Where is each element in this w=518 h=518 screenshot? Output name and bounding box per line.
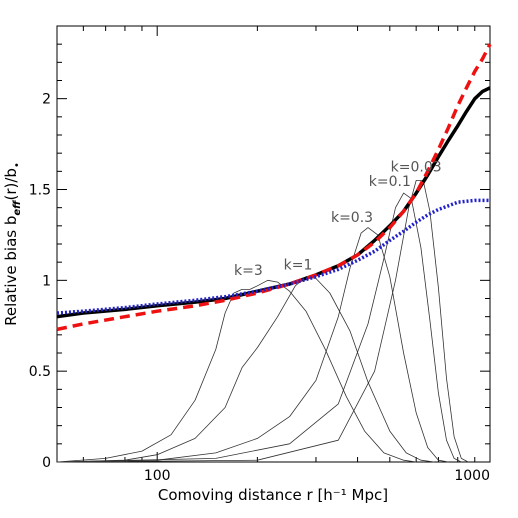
bias-curve-dotted [56, 198, 490, 315]
curve-label: k=3 [234, 263, 263, 279]
axis-ticks: 0 0.5 1 1.5 2 100 1000 [29, 25, 491, 484]
y-tick-label: 0 [42, 455, 51, 471]
y-axis-title-main: Relative bias b [2, 216, 20, 326]
y-axis-title-tail: (r)/b [2, 168, 20, 200]
window-function-curve [56, 180, 469, 463]
x-axis-title: Comoving distance r [h⁻¹ Mpc] [158, 486, 388, 504]
curve-label: k=0.1 [369, 174, 411, 190]
window-function-curve [56, 192, 462, 463]
series-layer [56, 43, 492, 463]
y-axis-title: Relative bias beff(r)/b• [2, 162, 23, 326]
window-function-curve [56, 279, 417, 463]
window-function-curve [56, 227, 449, 463]
y-tick-label: 0.5 [29, 364, 51, 380]
bias-curve-dashed [56, 43, 492, 332]
y-tick-label: 2 [42, 92, 51, 108]
y-tick-label: 1.5 [29, 183, 51, 199]
curve-label: k=0.03 [391, 159, 442, 175]
y-axis-title-sub: eff [12, 199, 23, 216]
y-axis-title-end-sub: • [12, 162, 23, 168]
plot-frame [56, 25, 491, 463]
curve-label: k=0.3 [331, 210, 373, 226]
x-tick-label: 100 [144, 468, 171, 484]
x-tick-label: 1000 [454, 468, 490, 484]
bias-curve-solid [56, 86, 491, 319]
curve-labels: k=3 k=1 k=0.3 k=0.1k=0.03 [234, 159, 442, 279]
curve-label: k=1 [284, 257, 313, 273]
y-tick-label: 1 [42, 273, 51, 289]
window-function-curve [56, 276, 435, 463]
